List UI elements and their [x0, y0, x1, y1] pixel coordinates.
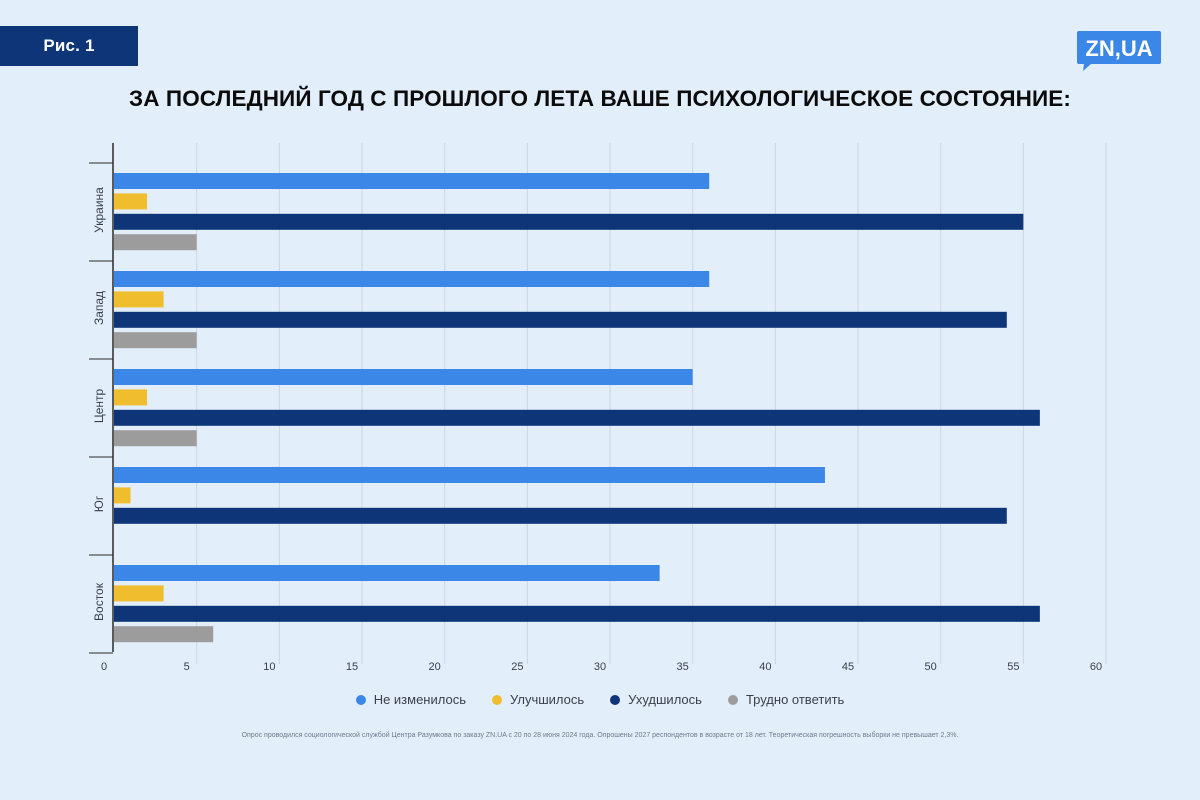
bar — [114, 626, 214, 643]
y-category-label: Юг — [92, 495, 106, 512]
bar-chart: 0 5 10 15 20 25 30 35 40 45 50 55 60 Украина Запад Цент… — [89, 143, 1107, 673]
bar — [114, 193, 148, 210]
x-tick-label: 5 — [184, 661, 190, 673]
y-category-label: Украина — [92, 187, 106, 233]
legend-item-improved: Улучшилось — [491, 692, 585, 707]
legend-label-unchanged: Не изменилось — [373, 692, 466, 707]
footnote: Опрос проводился социологической службой… — [241, 732, 959, 739]
bar — [114, 389, 148, 406]
bars — [114, 173, 1040, 643]
legend-dot-improved — [491, 694, 502, 705]
figure-label: Рис. 1 — [0, 26, 138, 66]
x-tick-label: 60 — [1090, 661, 1102, 673]
x-tick-label: 55 — [1007, 661, 1019, 673]
legend-item-hard-to-answer: Трудно ответить — [727, 692, 845, 707]
axes — [89, 143, 114, 654]
bar — [114, 605, 1040, 622]
x-tick-label: 50 — [925, 661, 937, 673]
bar — [114, 234, 197, 251]
x-tick-label: 10 — [263, 661, 275, 673]
bar — [114, 507, 1007, 524]
zn-ua-logo: ZN,UA — [1077, 31, 1161, 71]
legend-label-worsened: Ухудшилось — [628, 692, 702, 707]
bar — [114, 409, 1040, 426]
x-tick-label: 20 — [429, 661, 441, 673]
legend-item-unchanged: Не изменилось — [355, 692, 466, 707]
bar — [114, 213, 1024, 230]
legend-label-hard-to-answer: Трудно ответить — [745, 692, 845, 707]
legend: Не изменилось Улучшилось Ухудшилось Труд… — [0, 692, 1200, 707]
legend-dot-worsened — [610, 694, 621, 705]
y-category-label: Центр — [92, 389, 106, 424]
bar — [114, 311, 1007, 328]
bar — [114, 271, 710, 287]
y-category-label: Запад — [92, 291, 106, 325]
legend-dot-unchanged — [355, 694, 366, 705]
legend-label-improved: Улучшилось — [509, 692, 585, 707]
x-tick-label: 15 — [346, 661, 358, 673]
bar — [114, 173, 710, 189]
x-tick-label: 0 — [101, 661, 107, 673]
bar — [114, 585, 164, 602]
x-tick-label: 30 — [594, 661, 606, 673]
x-tick-label: 45 — [842, 661, 854, 673]
chart-title: ЗА ПОСЛЕДНИЙ ГОД С ПРОШЛОГО ЛЕТА ВАШЕ ПС… — [129, 86, 1071, 111]
legend-dot-hard-to-answer — [727, 694, 738, 705]
x-tick-label: 25 — [511, 661, 523, 673]
x-tick-label: 35 — [677, 661, 689, 673]
bar — [114, 291, 164, 308]
bar — [114, 467, 825, 483]
bar — [114, 332, 197, 349]
y-category-label: Восток — [92, 582, 106, 621]
logo-text: ZN,UA — [1085, 36, 1152, 61]
bar — [114, 565, 660, 581]
axis-labels: 0 5 10 15 20 25 30 35 40 45 50 55 60 Украина Запад Цент… — [92, 187, 1102, 673]
legend-item-worsened: Ухудшилось — [610, 692, 702, 707]
bar — [114, 487, 131, 504]
x-tick-label: 40 — [759, 661, 771, 673]
bar — [114, 369, 693, 385]
bar — [114, 430, 197, 447]
